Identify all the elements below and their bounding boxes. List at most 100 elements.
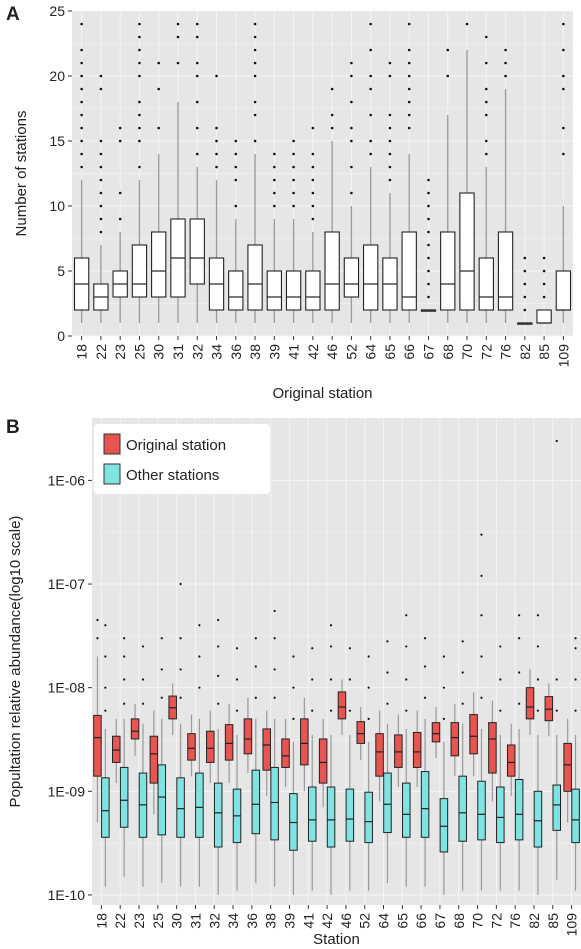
outlier-point <box>350 126 353 130</box>
outlier-point <box>160 696 163 699</box>
outlier-point <box>555 439 558 443</box>
panel-a-boxes <box>73 22 572 325</box>
box-body <box>157 764 167 836</box>
outlier-point <box>254 665 257 668</box>
outlier-point <box>348 709 351 712</box>
box-body <box>281 738 290 768</box>
outlier-point <box>195 100 199 104</box>
x-tick-label: 42 <box>319 913 335 929</box>
box-body <box>450 722 460 757</box>
outlier-point <box>329 678 333 681</box>
outlier-point <box>138 48 141 52</box>
panel-a-label: A <box>6 4 20 25</box>
box-body <box>440 231 456 311</box>
outlier-point <box>99 230 103 234</box>
outlier-point <box>273 637 276 640</box>
outlier-point <box>388 61 392 65</box>
x-tick-label: 34 <box>209 344 225 360</box>
outlier-point <box>138 165 141 169</box>
box-body <box>119 766 129 828</box>
outlier-point <box>350 100 353 104</box>
box-76 <box>497 48 514 323</box>
box-body <box>93 714 102 777</box>
x-tick-label: 36 <box>244 913 260 929</box>
outlier-point <box>234 165 238 169</box>
outlier-point <box>273 178 276 182</box>
outlier-point <box>536 645 540 648</box>
outlier-point <box>523 256 527 260</box>
outlier-point <box>253 35 257 39</box>
box-body <box>362 244 379 311</box>
box-32 <box>189 22 205 323</box>
x-tick-label: 72 <box>478 344 494 360</box>
outlier-point <box>118 191 122 195</box>
box-body <box>383 772 392 834</box>
box-original-34 <box>224 703 234 784</box>
outlier-point <box>123 702 126 705</box>
outlier-point <box>574 678 577 681</box>
outlier-point <box>292 655 295 658</box>
outlier-point <box>446 74 450 78</box>
outlier-point <box>234 204 238 208</box>
box-body <box>101 777 110 838</box>
legend-background <box>94 424 270 494</box>
outlier-point <box>329 624 333 627</box>
box-other-42 <box>326 624 336 895</box>
panel-a-x-ticks: 18 22 23 25 30 31 32 34 36 38 39 41 42 46 52 64 65 66 67 68… <box>74 336 571 367</box>
x-tick-label: 25 <box>150 913 166 929</box>
outlier-point <box>348 647 351 650</box>
box-other-23 <box>138 645 148 887</box>
outlier-point <box>292 204 295 208</box>
outlier-point <box>253 139 257 143</box>
outlier-point <box>273 609 276 613</box>
box-body <box>195 772 204 838</box>
box-72 <box>478 35 494 323</box>
x-tick-label: 46 <box>338 913 354 929</box>
outlier-point <box>99 139 103 143</box>
outlier-point <box>369 113 372 117</box>
outlier-point <box>138 61 141 65</box>
outlier-point <box>138 113 141 117</box>
outlier-point <box>99 74 103 78</box>
outlier-point <box>217 674 220 677</box>
box-body <box>251 769 261 835</box>
outlier-point <box>407 22 411 26</box>
outlier-point <box>407 48 411 52</box>
outlier-point <box>388 74 392 78</box>
outlier-point <box>215 152 218 156</box>
outlier-point <box>215 74 218 78</box>
x-tick-label: 65 <box>394 913 410 929</box>
box-original-82 <box>525 669 535 735</box>
panel-b-x-axis-title: Station <box>313 931 360 948</box>
outlier-point <box>138 126 141 130</box>
outlier-point <box>195 74 199 78</box>
outlier-point <box>480 574 483 577</box>
outlier-point <box>179 668 182 671</box>
box-body <box>496 786 505 844</box>
panel-b-label: B <box>6 417 20 438</box>
box-original-64 <box>375 710 384 802</box>
box-original-22 <box>112 718 121 784</box>
box-31 <box>170 22 186 323</box>
box-66 <box>401 22 417 323</box>
x-tick-label: 38 <box>263 913 279 929</box>
outlier-point <box>427 282 430 286</box>
box-82 <box>517 256 533 325</box>
outlier-point <box>273 204 276 208</box>
box-body <box>176 777 185 838</box>
outlier-point <box>461 640 464 643</box>
outlier-point <box>562 48 565 52</box>
outlier-point <box>484 152 488 156</box>
box-body <box>247 244 263 311</box>
box-other-64 <box>383 640 392 884</box>
outlier-point <box>292 178 295 182</box>
legend: Original station Other stations <box>94 424 270 494</box>
box-body <box>187 733 196 761</box>
outlier-point <box>407 100 411 104</box>
outlier-point <box>484 139 488 143</box>
box-original-52 <box>356 707 366 761</box>
x-tick-label: 109 <box>564 913 580 937</box>
x-tick-label: 32 <box>189 344 205 360</box>
box-body <box>420 771 430 838</box>
box-body <box>533 790 543 848</box>
